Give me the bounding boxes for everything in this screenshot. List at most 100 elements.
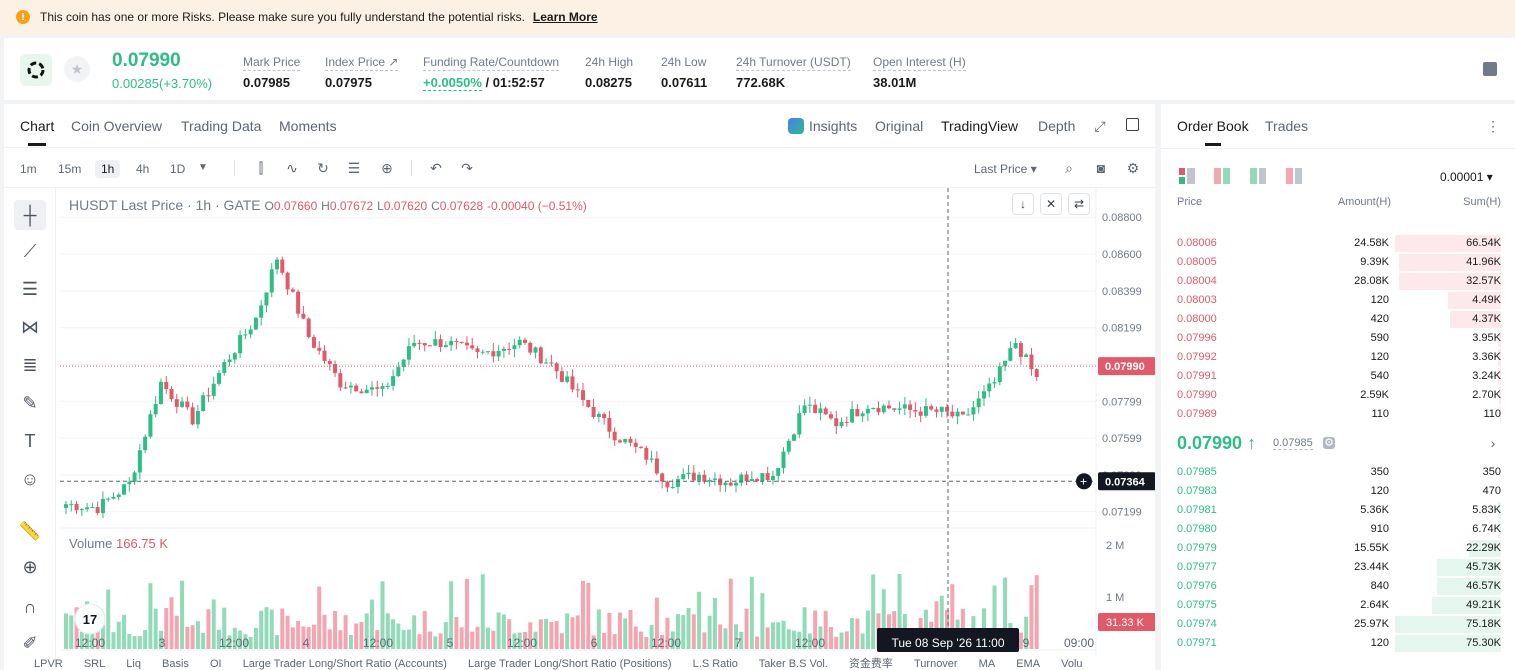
- indicator-item[interactable]: 资金费率: [848, 658, 893, 670]
- indicator-item[interactable]: L.S Ratio: [692, 658, 738, 670]
- zoom-in-icon[interactable]: ⊕: [22, 556, 38, 577]
- replay-icon[interactable]: ↻: [317, 160, 329, 176]
- timeframe-15m[interactable]: 15m: [58, 162, 82, 176]
- horizontal-lines-icon[interactable]: ☰: [21, 278, 39, 299]
- ask-row[interactable]: 0.08005 9.39K 41.96K: [1161, 253, 1515, 272]
- templates-icon[interactable]: ☰: [347, 160, 361, 176]
- timeframe-1d[interactable]: 1D: [170, 162, 186, 176]
- bid-row[interactable]: 0.07981 5.36K 5.83K: [1161, 501, 1515, 520]
- view-depth[interactable]: Depth: [1038, 118, 1076, 134]
- bid-row[interactable]: 0.07974 25.97K 75.18K: [1161, 615, 1515, 634]
- indicator-item[interactable]: EMA: [1016, 658, 1041, 670]
- bid-row[interactable]: 0.07980 910 6.74K: [1161, 520, 1515, 539]
- tab-chart[interactable]: Chart: [20, 118, 55, 146]
- stat-mark-price[interactable]: Mark Price 0.07985: [243, 55, 301, 90]
- favorite-star-icon[interactable]: ★: [64, 56, 90, 82]
- tab-trades[interactable]: Trades: [1265, 118, 1309, 134]
- pattern-icon[interactable]: ⋈: [21, 316, 39, 337]
- timeframe-4h[interactable]: 4h: [136, 162, 150, 176]
- indicator-item[interactable]: OI: [210, 658, 222, 670]
- undo-icon[interactable]: ↶: [430, 160, 442, 176]
- book-icon[interactable]: [1483, 62, 1497, 76]
- layout-split-icon[interactable]: [1214, 168, 1230, 184]
- indicator-item[interactable]: Turnover: [913, 658, 958, 670]
- indicator-item[interactable]: LPVR: [34, 658, 63, 670]
- volume-bar: [443, 622, 448, 649]
- redo-icon[interactable]: ↷: [461, 160, 473, 176]
- ask-row[interactable]: 0.07989 110 110: [1161, 405, 1515, 424]
- settings-small-icon[interactable]: ⚙: [1323, 437, 1335, 449]
- indicator-item[interactable]: Volu: [1061, 658, 1083, 670]
- bid-row[interactable]: 0.07985 350 350: [1161, 463, 1515, 482]
- ask-row[interactable]: 0.07992 120 3.36K: [1161, 348, 1515, 367]
- ask-row[interactable]: 0.07991 540 3.24K: [1161, 367, 1515, 386]
- tab-moments[interactable]: Moments: [279, 118, 337, 134]
- indicator-item[interactable]: Basis: [162, 658, 189, 670]
- bid-row[interactable]: 0.07976 840 46.57K: [1161, 577, 1515, 596]
- separator: [234, 160, 235, 176]
- tab-order-book[interactable]: Order Book: [1177, 118, 1249, 146]
- ask-row[interactable]: 0.07996 590 3.95K: [1161, 329, 1515, 348]
- ruler-icon[interactable]: 📏: [18, 520, 42, 541]
- window-icon[interactable]: [1126, 118, 1139, 131]
- timeframe-1m[interactable]: 1m: [20, 162, 37, 176]
- tab-coin-overview[interactable]: Coin Overview: [71, 118, 163, 134]
- candle-body: [317, 347, 322, 351]
- gear-icon[interactable]: ⚙: [1126, 160, 1140, 176]
- trend-line-icon[interactable]: ⟋: [23, 240, 37, 261]
- indicators-icon[interactable]: ∿: [286, 160, 298, 176]
- view-tradingview[interactable]: TradingView: [941, 118, 1019, 134]
- indicator-item[interactable]: MA: [978, 658, 996, 670]
- ask-row[interactable]: 0.08004 28.08K 32.57K: [1161, 272, 1515, 291]
- text-icon[interactable]: T: [24, 430, 36, 451]
- bid-row[interactable]: 0.07977 23.44K 45.73K: [1161, 558, 1515, 577]
- chevron-right-icon[interactable]: ›: [1490, 435, 1496, 451]
- crosshair-icon[interactable]: ┼: [14, 200, 46, 230]
- ask-row[interactable]: 0.07990 2.59K 2.70K: [1161, 386, 1515, 405]
- ask-row[interactable]: 0.08000 420 4.37K: [1161, 310, 1515, 329]
- stat-open-interest[interactable]: Open Interest (H) 38.01M: [873, 55, 966, 90]
- learn-more-link[interactable]: Learn More: [532, 10, 598, 24]
- search-icon[interactable]: ⌕: [1065, 160, 1073, 176]
- insights-button[interactable]: Insights: [788, 118, 857, 134]
- pencil-lock-icon[interactable]: ✐: [22, 632, 38, 653]
- bid-row[interactable]: 0.07975 2.64K 49.21K: [1161, 596, 1515, 615]
- ask-row[interactable]: 0.08003 120 4.49K: [1161, 291, 1515, 310]
- add-indicator-icon[interactable]: ⊕: [381, 160, 393, 176]
- brush-icon[interactable]: ✎: [22, 392, 38, 413]
- indicator-item[interactable]: Liq: [126, 658, 141, 670]
- candle-body: [354, 385, 359, 392]
- layout-asks-icon[interactable]: [1286, 168, 1302, 184]
- magnet-icon[interactable]: ∩: [23, 596, 37, 617]
- ask-row[interactable]: 0.08006 24.58K 66.54K: [1161, 234, 1515, 253]
- scroll-down-icon[interactable]: ↓: [1012, 193, 1034, 215]
- indicator-item[interactable]: Large Trader Long/Short Ratio (Accounts): [242, 658, 447, 670]
- stat-index-price[interactable]: Index Price ↗ 0.07975: [325, 55, 399, 90]
- view-original[interactable]: Original: [875, 118, 924, 134]
- indicator-item[interactable]: Large Trader Long/Short Ratio (Positions…: [467, 658, 672, 670]
- bid-row[interactable]: 0.07983 120 470: [1161, 482, 1515, 501]
- timeframe-dropdown-icon[interactable]: ▼: [198, 162, 208, 173]
- more-icon[interactable]: ⋮: [1486, 118, 1500, 134]
- layout-bids-icon[interactable]: [1250, 168, 1266, 184]
- last-price-select[interactable]: Last Price ▾: [974, 162, 1037, 176]
- indicator-item[interactable]: SRL: [83, 658, 106, 670]
- toggle-icon[interactable]: ⇄: [1068, 193, 1090, 215]
- collapse-icon[interactable]: ✕: [1040, 193, 1062, 215]
- tab-trading-data[interactable]: Trading Data: [181, 118, 262, 134]
- camera-icon[interactable]: ◙: [1096, 160, 1106, 176]
- fib-icon[interactable]: ≣: [22, 354, 38, 375]
- candle-type-icon[interactable]: ⫿: [258, 160, 264, 176]
- stat-funding-rate[interactable]: Funding Rate/Countdown +0.0050% / 01:52:…: [423, 55, 560, 91]
- emoji-icon[interactable]: ☺: [20, 468, 40, 489]
- price-chart[interactable]: 0.088000.086000.083990.081990.079990.077…: [4, 188, 1155, 655]
- timeframe-1h[interactable]: 1h: [95, 160, 121, 178]
- layout-both-icon[interactable]: [1179, 168, 1195, 184]
- mark-price[interactable]: 0.07985: [1273, 437, 1313, 450]
- bid-row[interactable]: 0.07971 120 75.30K: [1161, 634, 1515, 653]
- bid-row[interactable]: 0.07979 15.55K 22.29K: [1161, 539, 1515, 558]
- fullscreen-icon[interactable]: ⤢: [1094, 118, 1106, 134]
- indicator-item[interactable]: Taker B.S Vol.: [758, 658, 828, 670]
- precision-select[interactable]: 0.00001 ▾: [1440, 170, 1493, 184]
- stat-24h-turnover[interactable]: 24h Turnover (USDT) 772.68K: [736, 55, 851, 90]
